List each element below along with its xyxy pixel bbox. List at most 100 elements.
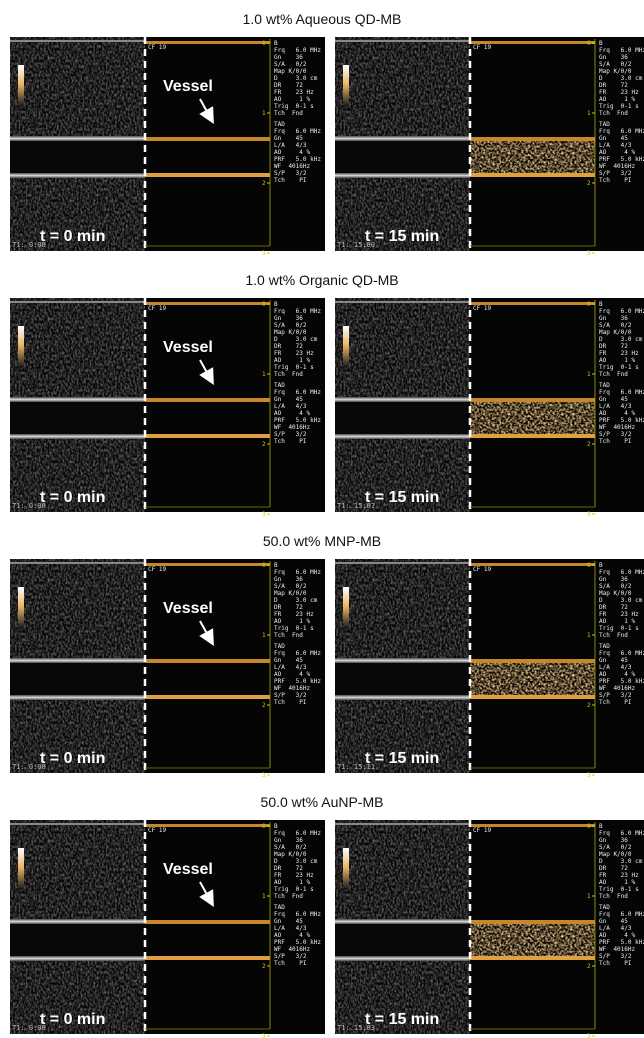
setting-line: L/A 4/3 [599,925,632,932]
depth-tick: 2 [262,963,266,970]
setting-line: FR 23 Hz [599,350,639,357]
depth-tick: 0 [587,823,591,830]
setting-line: Tch PI [274,699,307,706]
setting-line: S/P 3/2 [274,692,307,699]
setting-line: Frq 6.0 MHz [274,650,321,657]
colorbar [18,326,24,366]
upper-orange-wall [145,398,270,402]
setting-line: B [599,562,603,569]
lower-orange-wall [470,956,595,960]
upper-wall [10,658,145,663]
depth-tick: 2 [587,702,591,709]
probe-label: CF 19 [148,305,166,312]
probe-label: CF 19 [473,305,491,312]
vessel-lumen [335,402,470,435]
setting-line: TAD [274,382,285,389]
setting-line: S/P 3/2 [599,692,632,699]
setting-line: PRF 5.0 kHz [599,417,644,424]
upper-orange-wall [470,659,595,663]
setting-line: S/P 3/2 [599,170,632,177]
probe-label: CF 19 [473,827,491,834]
setting-line: D 3.0 cm [599,75,643,82]
setting-line: S/P 3/2 [274,170,307,177]
setting-line: Tch Fnd [599,893,628,900]
vessel-label: Vessel [163,339,213,356]
setting-line: Tch PI [274,177,307,184]
colorbar [18,587,24,627]
setting-line: PRF 5.0 kHz [274,678,321,685]
setting-line: WF 4016Hz [599,685,636,692]
setting-line: Gn 45 [274,918,303,925]
setting-line: Frq 6.0 MHz [599,650,644,657]
setting-line: B [599,301,603,308]
setting-line: AO 1 % [274,96,311,103]
setting-line: Gn 36 [599,54,628,61]
lower-orange-wall [470,173,595,177]
top-echo [335,562,470,564]
colorbar [18,848,24,888]
setting-line: Frq 6.0 MHz [599,911,644,918]
setting-line: TAD [274,121,285,128]
setting-line: Map K/0/0 [599,68,632,75]
setting-line: D 3.0 cm [274,597,318,604]
setting-line: Frq 6.0 MHz [274,128,321,135]
lower-wall [10,956,145,961]
setting-line: Trig 0-1 s [274,625,314,632]
lower-wall [335,173,470,178]
setting-line: Gn 45 [274,396,303,403]
setting-line: L/A 4/3 [274,925,307,932]
setting-line: WF 4016Hz [274,685,311,692]
setting-line: AO 4 % [599,671,636,678]
depth-tick: 2 [587,441,591,448]
top-echo [335,301,470,303]
depth-tick: 1 [262,371,266,378]
setting-line: S/P 3/2 [274,953,307,960]
setting-line: Frq 6.0 MHz [274,308,321,315]
setting-line: Gn 36 [274,837,303,844]
top-echo [10,40,145,42]
setting-line: WF 4016Hz [599,946,636,953]
setting-line: L/A 4/3 [274,403,307,410]
setting-line: FR 23 Hz [599,872,639,879]
clock: T1: 0:00 [12,1024,46,1032]
vessel-lumen [10,141,145,174]
setting-line: S/A 0/2 [599,844,632,851]
setting-line: Trig 0-1 s [599,625,639,632]
setting-line: AO 1 % [274,618,311,625]
upper-wall [10,136,145,141]
vessel-lumen [335,141,470,174]
setting-line: Trig 0-1 s [599,103,639,110]
top-echo [335,823,470,825]
setting-line: Frq 6.0 MHz [599,830,644,837]
setting-line: FR 23 Hz [274,872,314,879]
probe-label: CF 19 [473,44,491,51]
setting-line: B [599,823,603,830]
setting-line: L/A 4/3 [599,664,632,671]
setting-line: S/P 3/2 [274,431,307,438]
top-echo [335,40,470,42]
setting-line: Tch Fnd [274,893,303,900]
setting-line: DR 72 [274,343,303,350]
lower-wall [10,695,145,700]
top-orange-line [470,302,595,305]
row-title: 1.0 wt% Aqueous QD-MB [243,11,402,27]
setting-line: AO 4 % [274,932,311,939]
setting-line: Tch PI [599,699,632,706]
upper-orange-wall [145,137,270,141]
setting-line: WF 4016Hz [274,163,311,170]
depth-tick: 3 [587,772,591,779]
setting-line: D 3.0 cm [599,597,643,604]
vessel-label: Vessel [163,600,213,617]
setting-line: AO 1 % [599,879,636,886]
upper-orange-wall [145,920,270,924]
contrast-signal [470,141,595,173]
time-label: t = 0 min [40,1011,105,1028]
setting-line: AO 4 % [599,932,636,939]
upper-wall [10,919,145,924]
setting-line: Frq 6.0 MHz [599,389,644,396]
depth-tick: 3 [262,772,266,779]
probe-label: CF 19 [473,566,491,573]
setting-line: AO 4 % [274,149,311,156]
setting-line: D 3.0 cm [599,336,643,343]
